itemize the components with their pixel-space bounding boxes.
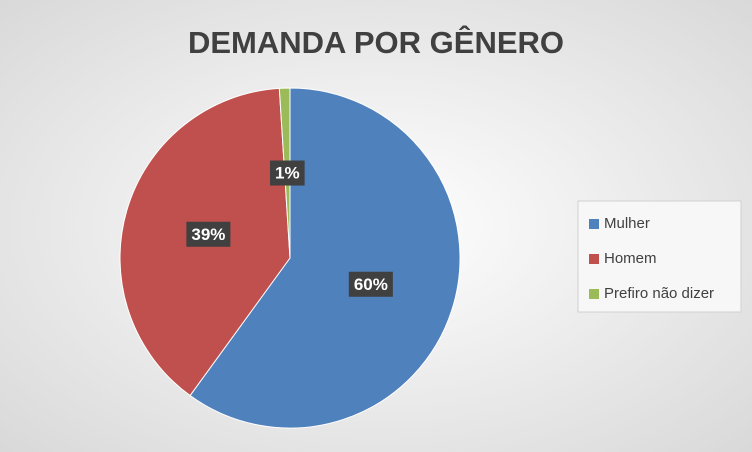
data-label-box [186, 221, 231, 247]
chart-title: DEMANDA POR GÊNERO [188, 24, 564, 60]
legend-swatch [589, 289, 599, 299]
legend-box [577, 200, 742, 313]
data-label-text: 39% [191, 225, 225, 244]
legend-label: Mulher [604, 215, 650, 232]
pie-slice [189, 87, 461, 429]
data-label: 60% [348, 271, 393, 297]
data-label-box [348, 271, 393, 297]
data-label-box [270, 160, 305, 186]
data-label-text: 60% [354, 275, 388, 294]
data-label: 39% [186, 221, 231, 247]
legend-label: Prefiro não dizer [604, 285, 714, 302]
data-label-text: 1% [275, 164, 300, 183]
data-label: 1% [270, 160, 305, 186]
legend-swatch [589, 254, 599, 264]
legend-label: Homem [604, 250, 657, 267]
legend-swatch [589, 219, 599, 229]
